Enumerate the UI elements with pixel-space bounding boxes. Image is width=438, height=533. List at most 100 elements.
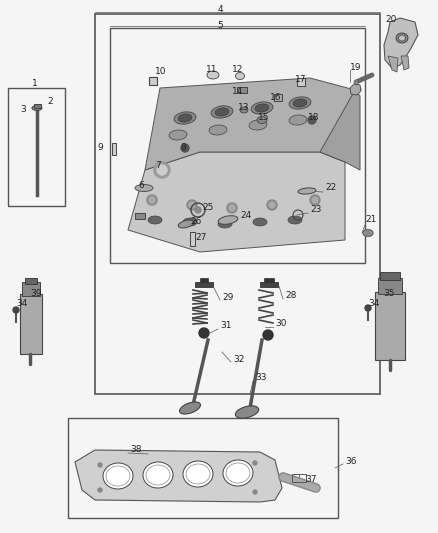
Circle shape (195, 207, 201, 213)
Circle shape (310, 195, 320, 205)
Circle shape (229, 205, 235, 211)
Text: 30: 30 (275, 319, 286, 327)
Text: 26: 26 (190, 217, 201, 227)
Text: 31: 31 (220, 321, 232, 330)
Circle shape (98, 463, 102, 467)
Ellipse shape (251, 102, 273, 114)
Circle shape (189, 202, 195, 208)
Circle shape (312, 197, 318, 203)
Bar (95, 14, 380, 394)
Ellipse shape (174, 112, 196, 124)
Circle shape (227, 203, 237, 213)
Ellipse shape (396, 33, 408, 43)
Bar (380, 272, 400, 280)
Text: 29: 29 (222, 293, 233, 302)
Bar (34, 104, 41, 108)
Bar (274, 94, 282, 101)
Circle shape (181, 144, 189, 152)
Text: 1: 1 (32, 79, 38, 88)
Ellipse shape (399, 35, 406, 41)
Text: 23: 23 (310, 206, 321, 214)
Circle shape (253, 461, 257, 465)
Bar (20, 294, 42, 354)
Bar (135, 213, 145, 219)
Text: 7: 7 (155, 160, 161, 169)
Text: 5: 5 (217, 20, 223, 29)
Ellipse shape (32, 106, 42, 110)
Ellipse shape (289, 97, 311, 109)
Circle shape (267, 200, 277, 210)
Text: 37: 37 (305, 475, 317, 484)
Circle shape (253, 490, 257, 494)
Polygon shape (384, 18, 418, 68)
Bar (149, 77, 157, 85)
Text: 39: 39 (30, 289, 42, 298)
Text: 17: 17 (295, 76, 307, 85)
Text: 16: 16 (270, 93, 282, 101)
Text: 35: 35 (383, 289, 395, 298)
Text: 2: 2 (47, 98, 53, 107)
Bar (112, 143, 116, 155)
Text: 33: 33 (255, 374, 266, 383)
Circle shape (263, 330, 273, 340)
Ellipse shape (218, 216, 238, 224)
Text: 32: 32 (233, 356, 244, 365)
Bar (25, 278, 37, 284)
Ellipse shape (223, 460, 253, 486)
Polygon shape (145, 78, 355, 170)
Ellipse shape (257, 117, 267, 124)
Bar (195, 282, 213, 287)
Ellipse shape (288, 216, 302, 224)
Circle shape (154, 162, 170, 178)
Text: 34: 34 (368, 300, 379, 309)
Circle shape (157, 165, 167, 175)
Ellipse shape (236, 72, 244, 79)
Bar (378, 278, 402, 294)
Ellipse shape (180, 402, 201, 414)
Text: 20: 20 (385, 15, 396, 25)
Polygon shape (320, 90, 360, 170)
Ellipse shape (240, 107, 248, 113)
Circle shape (269, 202, 275, 208)
Circle shape (365, 230, 371, 236)
Ellipse shape (255, 104, 269, 112)
Bar (8, 88, 65, 206)
Ellipse shape (169, 130, 187, 140)
Ellipse shape (183, 461, 213, 487)
Text: 15: 15 (258, 114, 269, 123)
Circle shape (187, 200, 197, 210)
Bar (200, 278, 208, 282)
Text: 14: 14 (232, 86, 244, 95)
Text: 9: 9 (97, 143, 103, 152)
Text: 6: 6 (138, 181, 144, 190)
Text: 36: 36 (345, 457, 357, 466)
Circle shape (147, 195, 157, 205)
Ellipse shape (298, 188, 316, 194)
Ellipse shape (103, 463, 133, 489)
Text: 34: 34 (16, 300, 27, 309)
Text: 12: 12 (232, 66, 244, 75)
Text: 25: 25 (202, 204, 213, 213)
Bar (68, 418, 338, 518)
Text: 27: 27 (195, 233, 206, 243)
Polygon shape (75, 450, 282, 502)
Text: 13: 13 (238, 103, 250, 112)
Ellipse shape (363, 230, 373, 237)
Bar (260, 282, 278, 287)
Bar (264, 278, 274, 282)
Ellipse shape (211, 106, 233, 118)
Bar (22, 282, 40, 296)
Polygon shape (128, 152, 345, 252)
Polygon shape (388, 56, 398, 72)
Bar (190, 232, 195, 246)
Text: 38: 38 (130, 446, 141, 455)
Ellipse shape (183, 218, 197, 226)
Ellipse shape (178, 114, 192, 122)
Ellipse shape (253, 218, 267, 226)
Polygon shape (350, 84, 361, 95)
Text: 11: 11 (206, 66, 218, 75)
Circle shape (13, 307, 19, 313)
Text: 24: 24 (240, 211, 251, 220)
Bar (237, 87, 247, 93)
Bar (297, 78, 305, 86)
